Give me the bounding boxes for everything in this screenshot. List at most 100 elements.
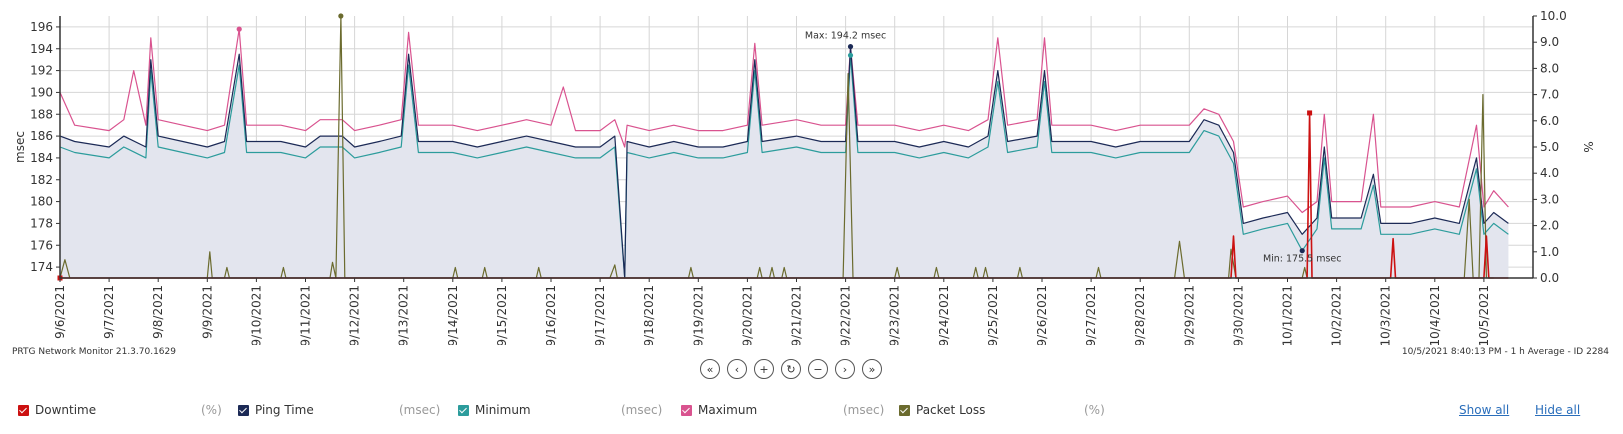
y-axis-title: msec: [13, 131, 27, 163]
legend-unit: (msec): [843, 403, 885, 417]
y2-tick-label: 7.0: [1540, 88, 1559, 102]
y-tick-label: 176: [30, 238, 53, 252]
y2-tick-label: 4.0: [1540, 166, 1559, 180]
max-point-marker: [847, 43, 854, 50]
y2-tick-label: 0.0: [1540, 271, 1559, 285]
zoom-out-button[interactable]: −: [808, 359, 828, 379]
legend: Downtime (%) Ping Time (msec) Minimum (m…: [18, 403, 1603, 421]
first-page-button[interactable]: «: [700, 359, 720, 379]
x-tick-label: 9/24/2021: [937, 285, 951, 345]
last-page-button[interactable]: »: [862, 359, 882, 379]
y-tick-label: 192: [30, 64, 53, 78]
x-tick-label: 9/9/2021: [200, 285, 214, 339]
legend-item-downtime[interactable]: Downtime: [18, 403, 96, 417]
checkbox-icon[interactable]: [18, 404, 29, 416]
x-tick-label: 10/5/2021: [1477, 285, 1491, 345]
x-tick-label: 9/11/2021: [299, 285, 313, 345]
x-tick-label: 9/22/2021: [839, 285, 853, 345]
x-tick-label: 9/8/2021: [151, 285, 165, 339]
legend-item-maximum[interactable]: Maximum: [681, 403, 757, 417]
legend-label: Packet Loss: [916, 403, 986, 417]
legend-label: Maximum: [698, 403, 758, 417]
y-tick-label: 194: [30, 42, 53, 56]
x-tick-label: 9/28/2021: [1133, 285, 1147, 345]
y2-tick-label: 9.0: [1540, 35, 1559, 49]
x-tick-label: 9/30/2021: [1231, 285, 1245, 345]
x-tick-label: 9/29/2021: [1182, 285, 1196, 345]
next-page-button[interactable]: ›: [835, 359, 855, 379]
x-tick-label: 9/13/2021: [397, 285, 411, 345]
y2-tick-label: 6.0: [1540, 114, 1559, 128]
x-tick-label: 9/25/2021: [986, 285, 1000, 345]
x-tick-label: 9/19/2021: [691, 285, 705, 345]
maximum-marker: [236, 26, 242, 32]
show-all-link[interactable]: Show all: [1459, 403, 1510, 417]
y-tick-label: 188: [30, 107, 53, 121]
y-tick-label: 178: [30, 216, 53, 230]
y-tick-label: 182: [30, 173, 53, 187]
checkbox-icon[interactable]: [458, 404, 469, 416]
y-tick-label: 180: [30, 195, 53, 209]
x-tick-label: 9/15/2021: [495, 285, 509, 345]
legend-unit: (%): [201, 403, 222, 417]
previous-page-button[interactable]: ‹: [727, 359, 747, 379]
y-tick-label: 196: [30, 20, 53, 34]
x-tick-label: 9/17/2021: [593, 285, 607, 345]
hide-all-link[interactable]: Hide all: [1535, 403, 1581, 417]
y2-axis-title: %: [1581, 141, 1595, 152]
legend-unit: (msec): [399, 403, 441, 417]
x-tick-label: 9/21/2021: [790, 285, 804, 345]
series-line-maximum: [59, 28, 1509, 214]
x-tick-label: 9/27/2021: [1084, 285, 1098, 345]
x-tick-label: 9/26/2021: [1035, 285, 1049, 345]
y-tick-label: 186: [30, 129, 53, 143]
y-tick-label: 190: [30, 85, 53, 99]
x-tick-label: 10/3/2021: [1379, 285, 1393, 345]
y2-tick-label: 10.0: [1540, 9, 1567, 23]
legend-item-ping-time[interactable]: Ping Time: [238, 403, 314, 417]
x-tick-label: 9/7/2021: [102, 285, 116, 339]
x-tick-label: 10/4/2021: [1428, 285, 1442, 345]
min-annotation: Min: 175.5 msec: [1263, 254, 1342, 265]
max-annotation: Max: 194.2 msec: [805, 31, 886, 42]
legend-label: Minimum: [475, 403, 531, 417]
x-tick-label: 9/20/2021: [740, 285, 754, 345]
series-line-ping-time: [59, 46, 1509, 279]
x-tick-label: 9/14/2021: [446, 285, 460, 345]
version-text: PRTG Network Monitor 21.3.70.1629: [12, 347, 176, 357]
packet-loss-marker: [338, 13, 344, 19]
legend-label: Ping Time: [255, 403, 314, 417]
x-tick-label: 9/6/2021: [53, 285, 67, 339]
x-tick-label: 10/1/2021: [1281, 285, 1295, 345]
min-point-marker: [1299, 248, 1305, 254]
series-line-minimum: [59, 54, 1509, 279]
legend-unit: (%): [1084, 403, 1105, 417]
legend-item-packet-loss[interactable]: Packet Loss: [899, 403, 985, 417]
legend-label: Downtime: [35, 403, 97, 417]
checkbox-icon[interactable]: [681, 404, 692, 416]
y-tick-label: 184: [30, 151, 53, 165]
y2-tick-label: 1.0: [1540, 245, 1559, 259]
chart-info-text: 10/5/2021 8:40:13 PM - 1 h Average - ID …: [1401, 347, 1609, 357]
minimum-peak-marker: [847, 52, 854, 58]
legend-item-minimum[interactable]: Minimum: [458, 403, 531, 417]
checkbox-icon[interactable]: [238, 404, 249, 416]
chart-svg: Max: 194.2 msec Min: 175.5 msec 174 176 178 1…: [13, 9, 1595, 345]
x-tick-label: 10/2/2021: [1330, 285, 1344, 345]
ping-time-area: [60, 46, 1509, 278]
y2-tick-label: 3.0: [1540, 192, 1559, 206]
downtime-marker: [1307, 110, 1313, 116]
reset-zoom-button[interactable]: ↻: [781, 359, 801, 379]
chart-navigation: « ‹ + ↻ − › »: [700, 359, 882, 379]
zoom-in-button[interactable]: +: [754, 359, 774, 379]
y2-tick-label: 8.0: [1540, 61, 1559, 75]
x-tick-label: 9/18/2021: [642, 285, 656, 345]
x-tick-label: 9/10/2021: [249, 285, 263, 345]
x-tick-label: 9/16/2021: [544, 285, 558, 345]
y2-tick-label: 5.0: [1540, 140, 1559, 154]
checkbox-icon[interactable]: [899, 404, 910, 416]
y-tick-label: 174: [30, 260, 53, 274]
x-tick-label: 9/23/2021: [888, 285, 902, 345]
legend-unit: (msec): [621, 403, 663, 417]
x-tick-label: 9/12/2021: [348, 285, 362, 345]
